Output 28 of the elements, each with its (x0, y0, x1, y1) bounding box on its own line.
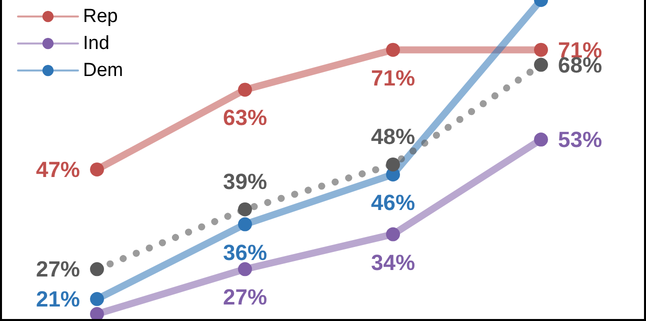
data-label: 46% (370, 190, 416, 215)
point (386, 227, 400, 242)
point (534, 58, 548, 72)
data-label: 27% (36, 256, 80, 282)
data-label: 27% (222, 284, 268, 310)
legend-label: Rep (83, 6, 118, 27)
legend-label: Dem (83, 60, 124, 81)
point (386, 157, 400, 172)
data-label: 48% (370, 124, 416, 149)
data-label: 21% (36, 286, 80, 312)
point (534, 42, 548, 57)
data-label: 36% (222, 240, 268, 265)
point (90, 162, 104, 176)
data-label: 63% (222, 105, 268, 130)
point (90, 292, 104, 306)
point (238, 217, 252, 232)
data-label: 34% (370, 250, 416, 275)
point (238, 202, 252, 216)
point (90, 262, 104, 276)
point (238, 82, 252, 97)
data-label: 53% (558, 127, 602, 152)
point (534, 132, 548, 147)
legend-label: Ind (83, 33, 110, 54)
data-label: 71% (370, 65, 416, 90)
data-label: 47% (36, 156, 80, 182)
point (386, 42, 400, 57)
data-label: 39% (222, 168, 268, 194)
point (238, 262, 252, 276)
